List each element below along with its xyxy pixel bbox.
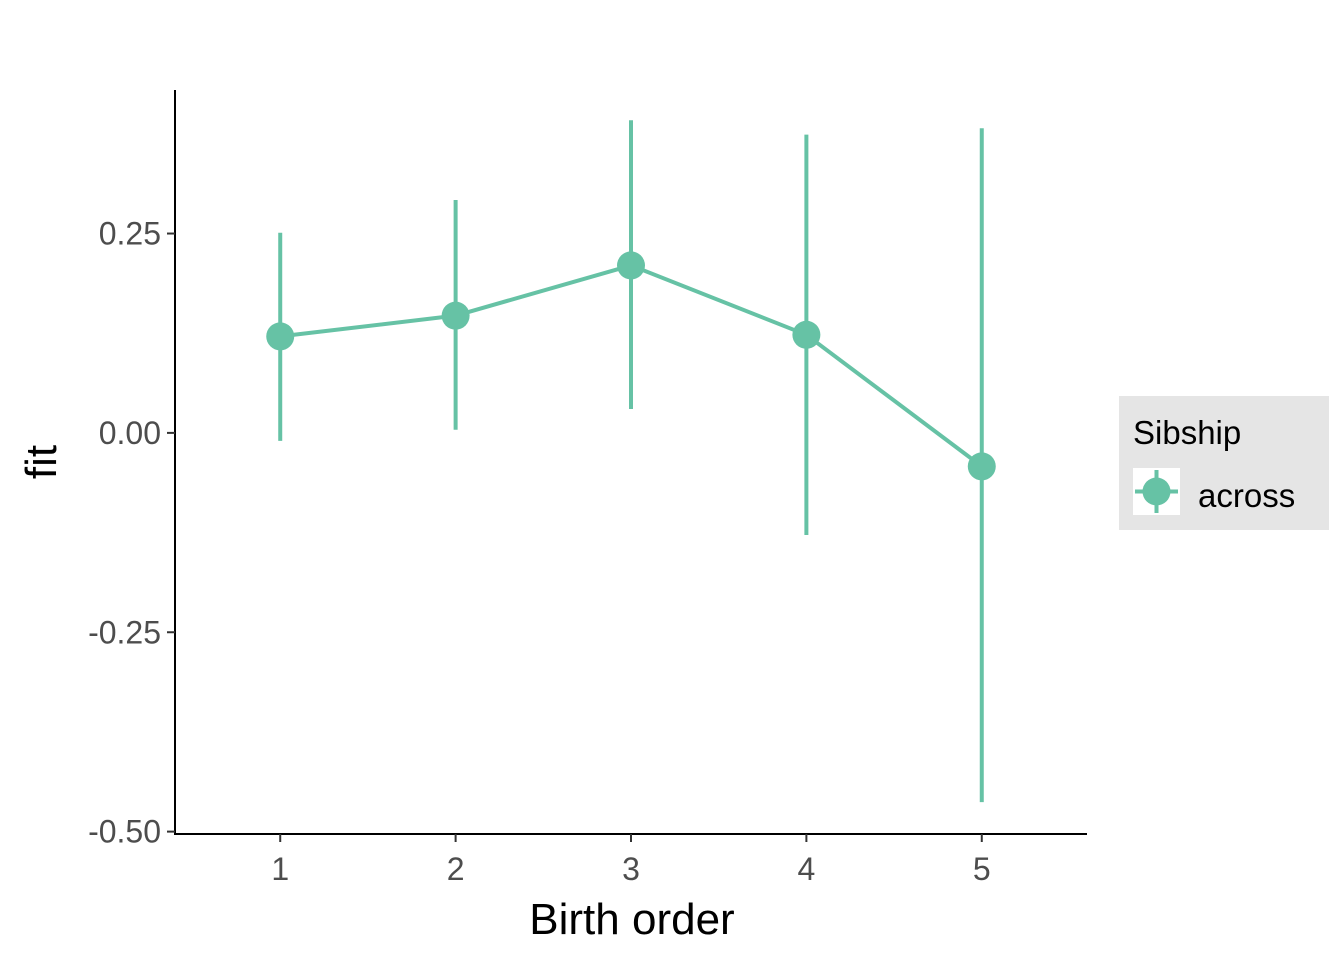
data-point	[266, 322, 295, 351]
x-tick-label: 2	[447, 851, 465, 887]
y-tick-label: -0.50	[88, 814, 161, 850]
x-tick-label: 3	[622, 851, 640, 887]
legend-key-point	[1142, 477, 1171, 506]
x-axis-title: Birth order	[529, 895, 734, 944]
data-point	[617, 251, 645, 280]
x-tick-label: 5	[973, 851, 991, 887]
x-tick-label: 4	[797, 851, 815, 887]
data-point	[792, 320, 821, 349]
data-point	[967, 452, 996, 481]
legend: Sibship across	[1119, 396, 1329, 530]
legend-label-across: across	[1198, 477, 1295, 514]
y-axis-title: fit	[17, 445, 66, 479]
data-point	[441, 301, 470, 330]
x-tick-label: 1	[271, 851, 289, 887]
plot-area	[266, 120, 996, 803]
axes: 1 2 3 4 5 -0.50 -0.25 0.00 0.25	[88, 90, 1087, 887]
y-tick-label: 0.00	[99, 415, 161, 451]
y-tick-label: -0.25	[88, 614, 161, 650]
y-tick-label: 0.25	[99, 216, 161, 252]
legend-title: Sibship	[1133, 414, 1241, 451]
